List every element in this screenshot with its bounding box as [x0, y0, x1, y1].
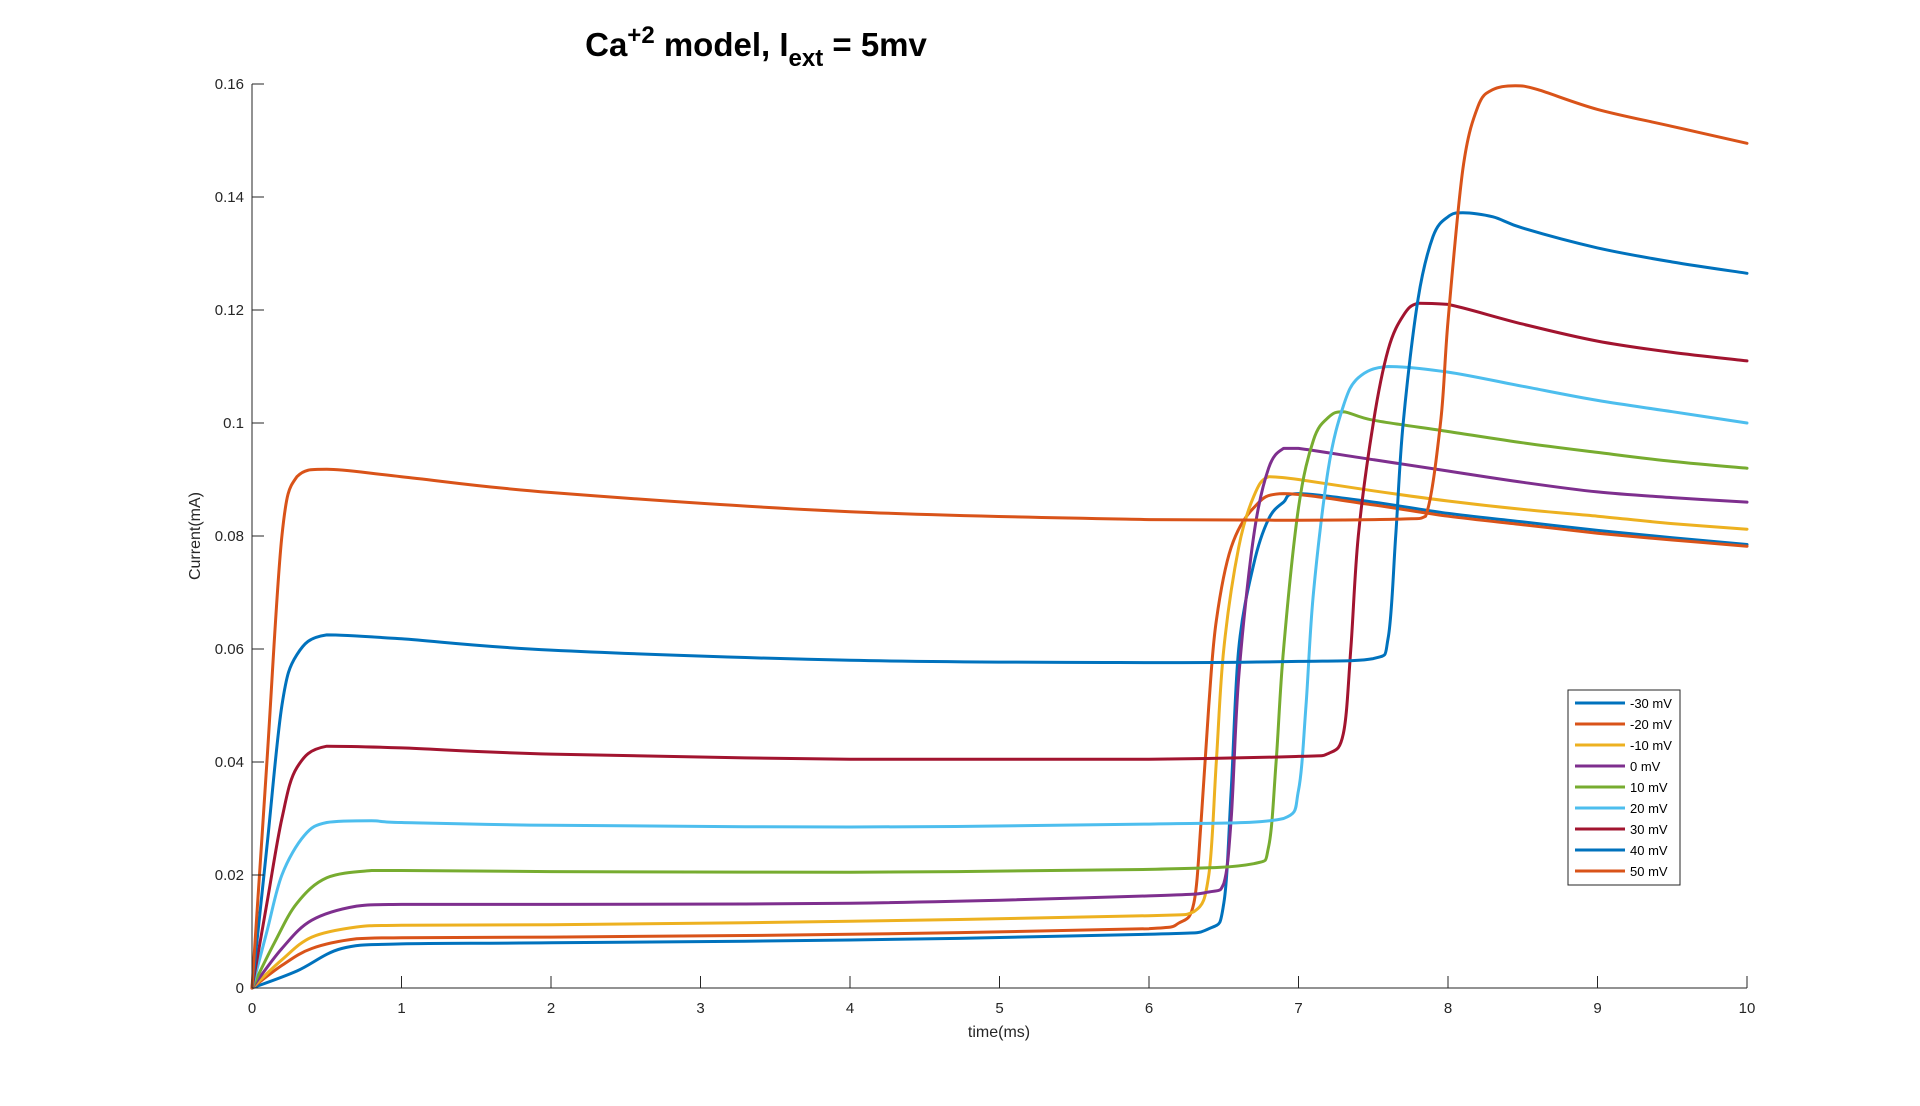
y-tick-label: 0.08 — [215, 528, 244, 545]
y-tick-label: 0.16 — [215, 76, 244, 93]
legend-label: 40 mV — [1630, 843, 1668, 858]
y-tick-label: 0.12 — [215, 302, 244, 319]
x-tick-label: 2 — [547, 1000, 555, 1017]
series-line — [250, 410, 1749, 990]
y-tick-label: 0.02 — [215, 867, 244, 884]
legend-label: -20 mV — [1630, 717, 1672, 732]
series-line — [250, 492, 1749, 990]
y-tick-label: 0.14 — [215, 189, 244, 206]
x-ticks: 0 1 2 3 4 5 6 7 8 9 10 — [248, 976, 1756, 1017]
x-tick-label: 6 — [1145, 1000, 1153, 1017]
legend-label: 20 mV — [1630, 801, 1668, 816]
title-middle: model, I — [655, 26, 789, 63]
chart-title: Ca+2 model, Iext = 5mv — [585, 22, 927, 72]
x-tick-label: 0 — [248, 1000, 256, 1017]
title-superscript: +2 — [627, 22, 654, 49]
title-subscript: ext — [789, 45, 824, 72]
y-axis-label: Current(mA) — [187, 492, 204, 580]
series-line — [250, 475, 1749, 990]
legend-label: -10 mV — [1630, 738, 1672, 753]
legend-label: -30 mV — [1630, 696, 1672, 711]
series-line — [250, 492, 1749, 990]
series-line — [250, 84, 1749, 990]
title-main: Ca — [585, 26, 628, 63]
x-tick-label: 10 — [1739, 1000, 1756, 1017]
svg-text:Ca+2 model, Iext = 5mv: Ca+2 model, Iext = 5mv — [585, 22, 927, 72]
legend: -30 mV -20 mV -10 mV 0 mV 10 mV 20 mV 30 mV 40 … — [1567, 689, 1681, 886]
axes — [251, 84, 1747, 989]
legend-label: 30 mV — [1630, 822, 1668, 837]
y-tick-label: 0.1 — [223, 415, 244, 432]
plot-area — [250, 84, 1749, 990]
y-tick-label: 0.04 — [215, 754, 244, 771]
y-ticks: 0 0.02 0.04 0.06 0.08 0.1 0.12 0.14 0.16 — [215, 76, 264, 997]
x-tick-label: 9 — [1593, 1000, 1601, 1017]
x-axis-label: time(ms) — [968, 1024, 1030, 1041]
title-end: = 5mv — [823, 26, 927, 63]
series-line — [250, 365, 1749, 990]
series-line — [250, 211, 1749, 990]
legend-label: 50 mV — [1630, 864, 1668, 879]
x-tick-label: 7 — [1294, 1000, 1302, 1017]
y-tick-label: 0 — [236, 980, 244, 997]
legend-label: 0 mV — [1630, 759, 1661, 774]
y-tick-label: 0.06 — [215, 641, 244, 658]
x-tick-label: 3 — [696, 1000, 704, 1017]
legend-label: 10 mV — [1630, 780, 1668, 795]
x-tick-label: 5 — [995, 1000, 1003, 1017]
x-tick-label: 4 — [846, 1000, 854, 1017]
series-line — [250, 446, 1749, 990]
x-tick-label: 8 — [1444, 1000, 1452, 1017]
x-tick-label: 1 — [397, 1000, 405, 1017]
